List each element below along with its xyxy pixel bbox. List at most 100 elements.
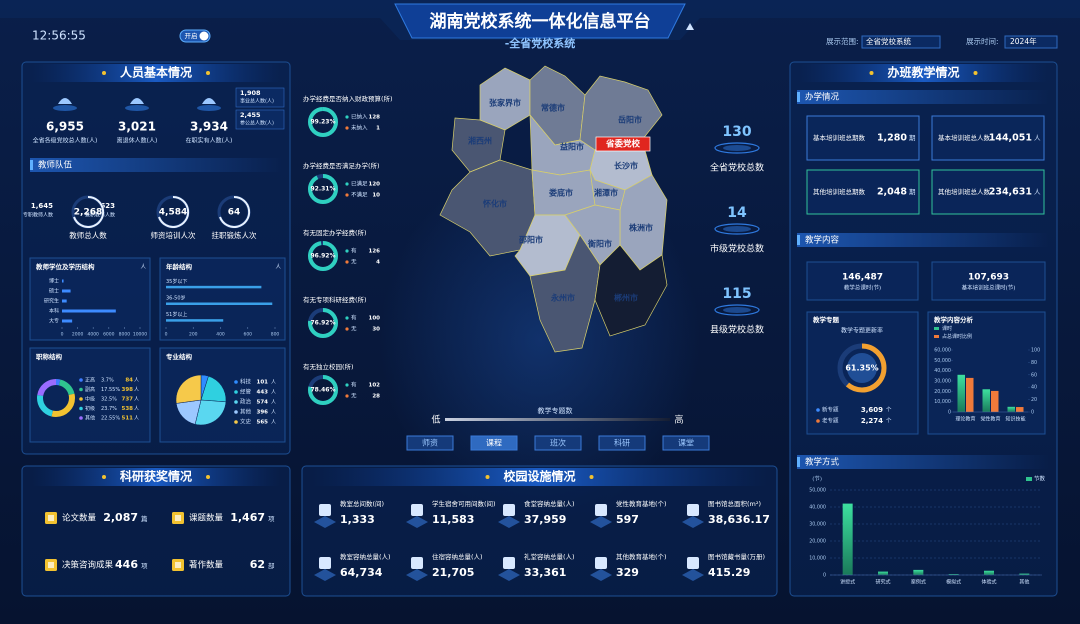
ring-label: 师资培训人次 [151,230,196,240]
map-tab-label[interactable]: 课堂 [678,438,694,448]
item-icon [503,557,515,569]
bar [62,309,116,313]
bar [166,285,262,289]
panel-title: 人员基本情况 [120,65,192,80]
item-icon [595,557,607,569]
heading-star [206,475,210,479]
scope-value[interactable]: 全省党校系统 [866,36,911,46]
legend-dot [79,416,83,420]
legend-dot [79,378,83,382]
chart-unit: (节) [812,475,822,483]
legend-dot [345,316,349,320]
map-region[interactable] [594,244,668,337]
gauge-title: 教学专题更新率 [841,327,883,335]
map-tab-label[interactable]: 课程 [486,439,502,448]
legend-dot [234,380,238,384]
region-label[interactable]: 娄底市 [549,188,573,198]
pie-slice [200,375,227,403]
legend-title: 教学专题数 [538,406,573,415]
title-caret [686,23,694,30]
card-unit: 期 [909,134,916,142]
facility-value: 597 [616,513,639,526]
school-label: 县级党校总数 [710,324,764,336]
toggle-knob[interactable] [199,31,209,41]
region-label[interactable]: 常德市 [541,103,565,113]
legend-label: 经管 [240,388,252,396]
x-tick-label: 模拟式 [946,579,961,586]
region-label[interactable]: 益阳市 [560,142,584,152]
map-tab-label[interactable]: 科研 [614,438,630,448]
card-label: 基本培训班总人数 [938,133,991,142]
legend-swatch [1026,477,1032,481]
item-icon-base [498,569,520,581]
bar [957,374,965,412]
period-select[interactable] [1004,35,1058,49]
subheading-mark [30,160,33,170]
scope-select[interactable] [861,35,941,49]
facility-value: 415.29 [708,566,750,579]
region-label[interactable]: 岳阳市 [618,115,642,125]
map-tab[interactable] [662,435,710,451]
gauge-item-label: 已满足 [351,180,368,188]
ring-arc [158,195,190,228]
stat-pedestal-glow [723,226,751,232]
legend-dot [234,400,238,404]
category-label: 本科 [49,308,59,315]
page-subtitle: -全省党校系统 [505,36,576,50]
legend-label: 节数 [1034,475,1046,483]
map-tab-label[interactable]: 班次 [550,438,566,448]
ring-label: 挂职锻炼人次 [212,230,257,240]
card [927,311,1046,435]
gauge-title: 有无固定办学经费(所) [303,228,367,237]
legend-label: 其他 [240,408,252,416]
legend-dot [79,397,83,401]
region-label[interactable]: 张家界市 [489,98,521,108]
subheading: 办学情况 [805,92,840,103]
chart-title: 职称结构 [36,352,63,361]
legend-value: 396 [257,410,269,416]
map-tab-label[interactable]: 师资 [422,438,438,448]
region-label[interactable]: 株洲市 [629,223,653,233]
gauge-item-label: 无 [351,326,357,333]
legend-unit: 人 [271,400,276,406]
region-label[interactable]: 湘潭市 [594,188,618,198]
toggle-label[interactable]: 开启 [185,31,198,40]
map-tab[interactable] [598,435,646,451]
facility-label: 礼堂容纳总量(人) [524,552,575,561]
period-value[interactable]: 2024年 [1010,36,1037,46]
map-tab[interactable] [470,435,518,451]
legend-dot [816,419,820,423]
ring-value: 2,268 [74,208,102,218]
region-label[interactable]: 湘西州 [468,136,492,146]
region-label[interactable]: 郴州市 [614,293,638,303]
map-region[interactable] [439,159,536,257]
gauge-item-value: 10 [372,193,380,199]
gauge-item-value: 126 [369,249,381,255]
subheading-bar [797,233,1049,247]
region-label[interactable]: 衡阳市 [588,239,612,249]
chart-title: 年龄结构 [166,262,193,271]
gauge-value: 78.46% [311,387,336,394]
card-label: 基本培训班总期数 [813,133,866,142]
region-label[interactable]: 永州市 [550,293,575,303]
item-icon-page [175,515,181,521]
stat-value: 6,955 [46,120,84,134]
bar [878,571,888,575]
region-label[interactable]: 长沙市 [614,161,638,171]
card [806,115,920,161]
y2-tick-label: 20 [1031,397,1037,403]
panel-title: 校园设施情况 [503,469,575,484]
gauge-item-value: 128 [369,115,381,121]
x-tick-label: 其他 [1019,579,1029,586]
legend-dot [345,383,349,387]
x-tick-label: 400 [216,332,225,338]
region-label[interactable]: 邵阳市 [518,235,543,245]
gauge-item-label: 无 [351,259,357,266]
facility-value: 329 [616,566,639,579]
region-label[interactable]: 怀化市 [483,199,507,209]
total-value: 107,693 [968,273,1009,283]
map-tab[interactable] [406,435,454,451]
legend-percent: 17.55% [101,387,120,393]
map-tab[interactable] [534,435,582,451]
teacher-split-value: 623 [100,202,115,210]
